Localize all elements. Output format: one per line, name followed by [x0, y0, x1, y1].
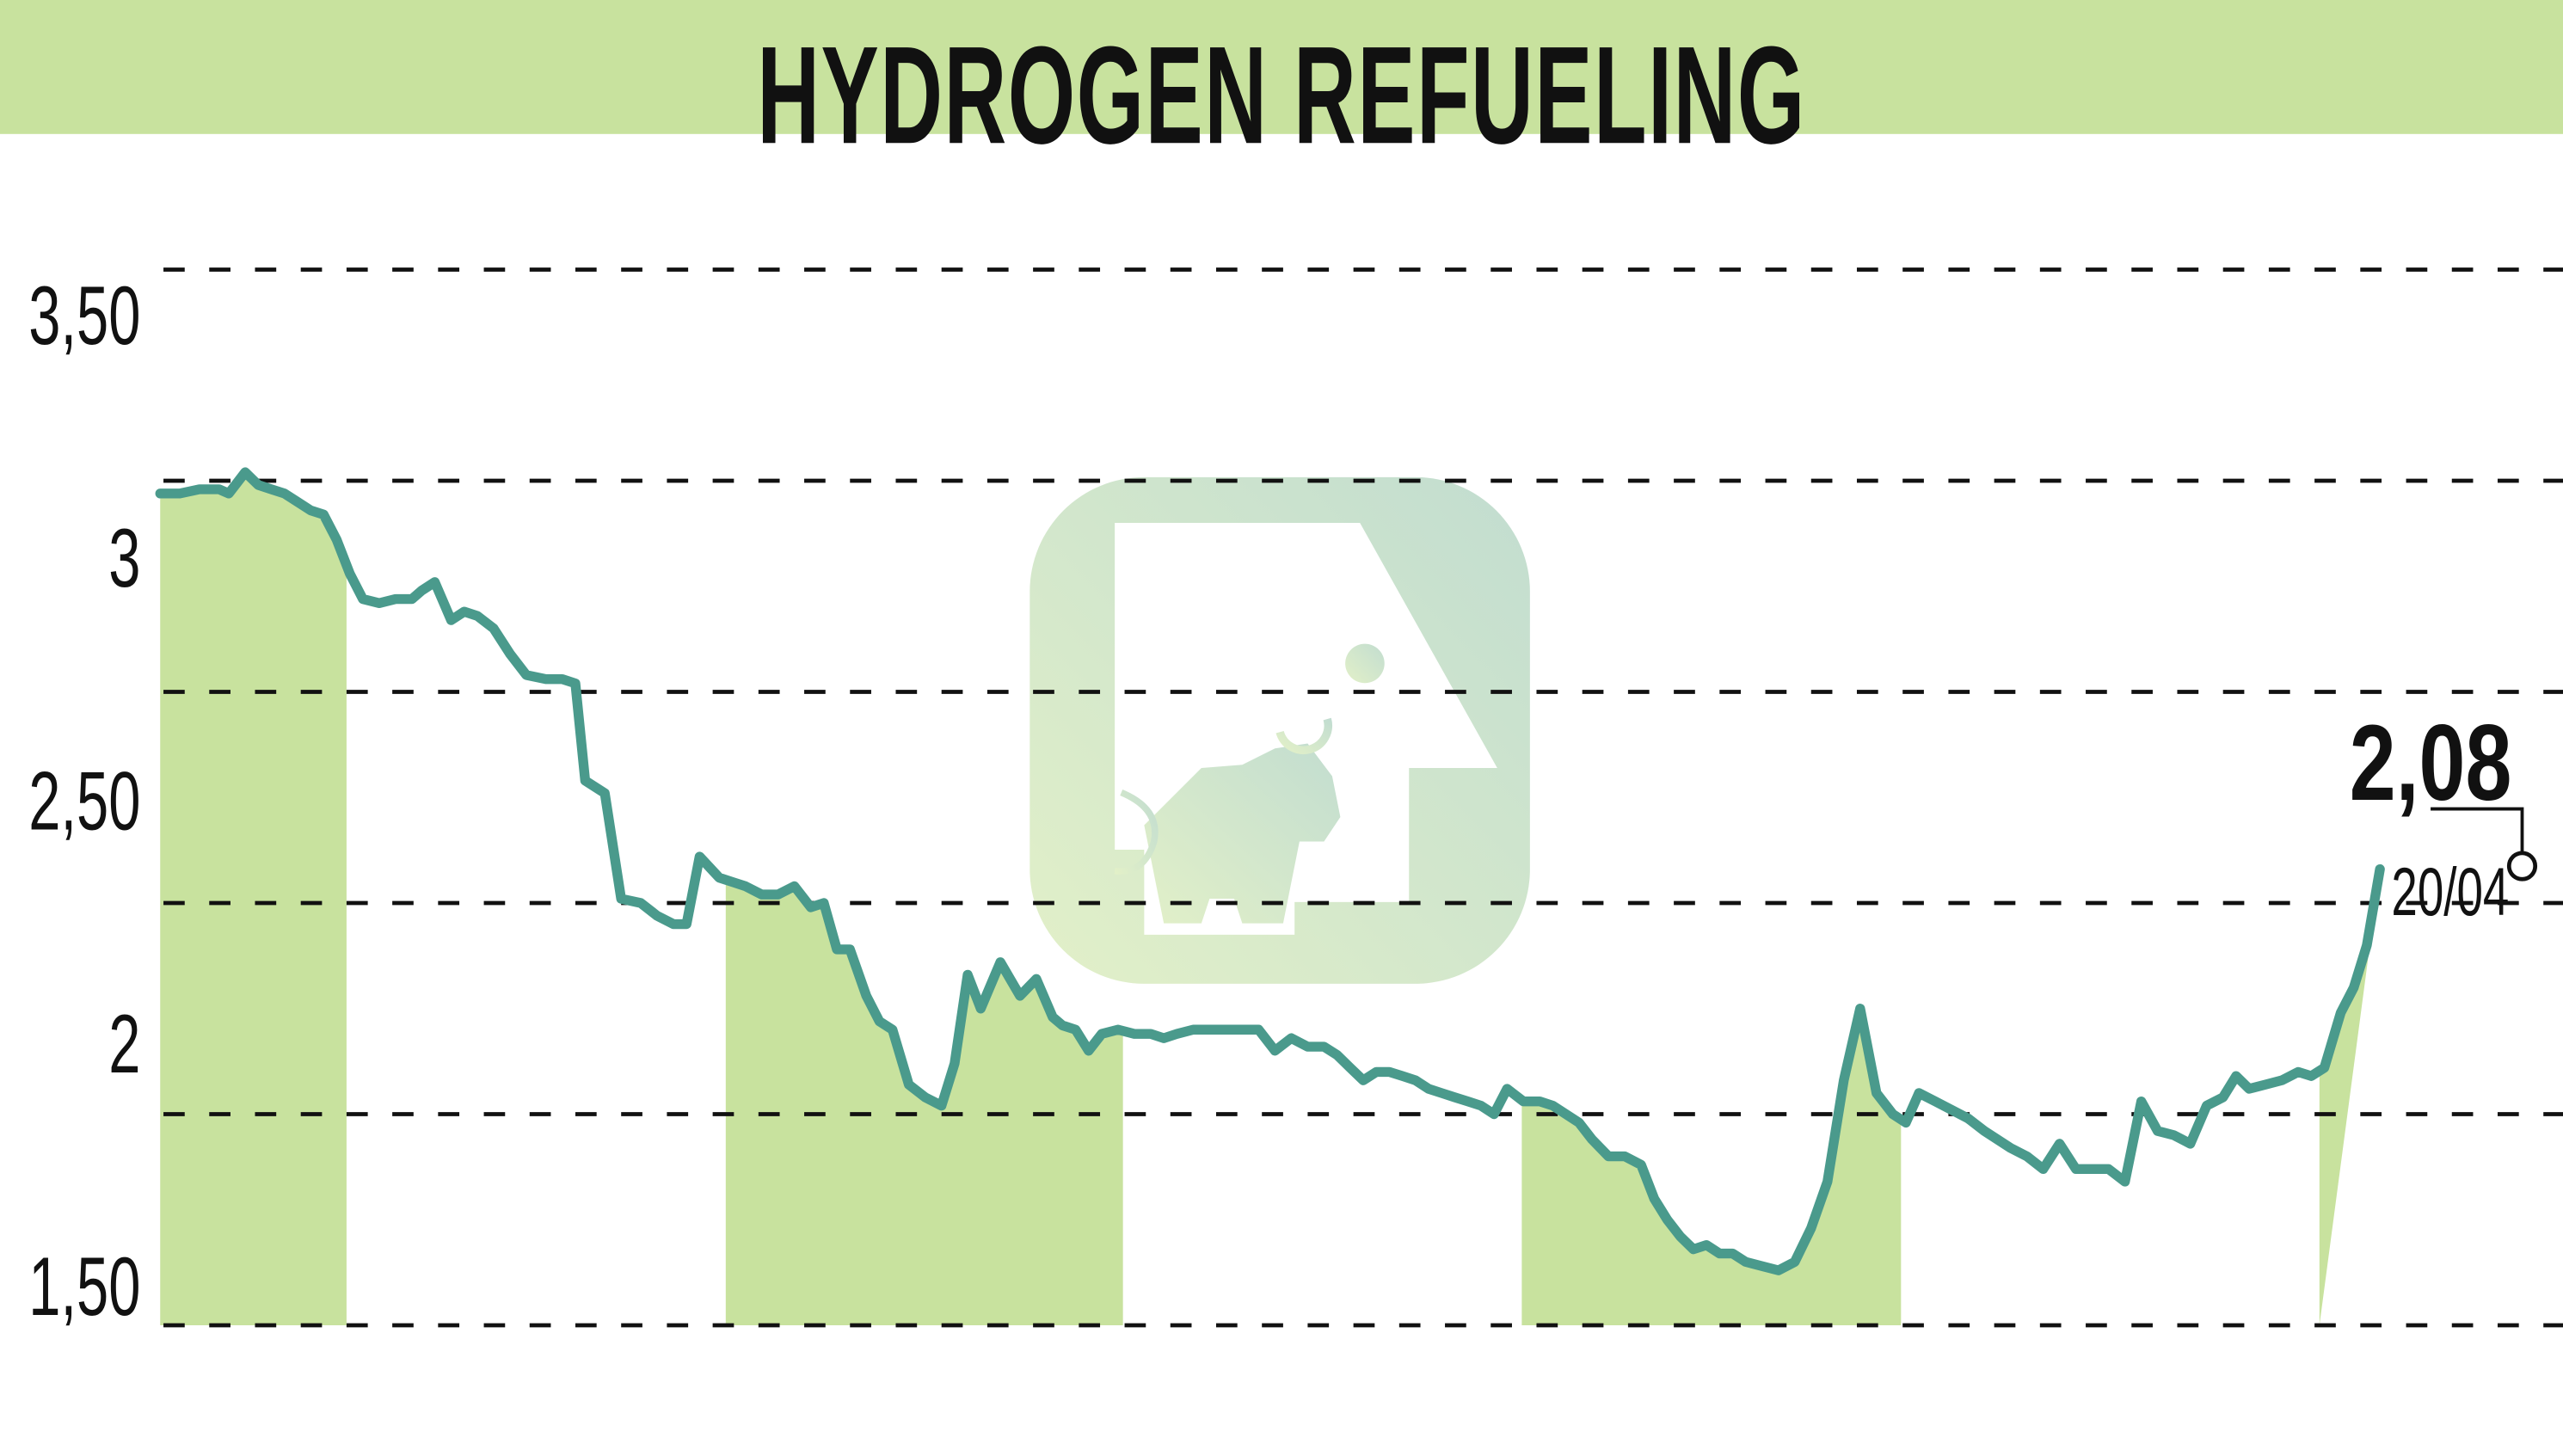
- y-tick-label: 3,50: [28, 269, 140, 362]
- y-tick-label: 1,50: [28, 1240, 140, 1333]
- month-band: [1521, 1008, 1902, 1325]
- last-value-label: 2,08: [2350, 703, 2512, 823]
- annotation-leader-line: [2431, 807, 2524, 851]
- chart-title: HYDROGEN REFUELING: [757, 17, 1805, 173]
- header-band: [0, 0, 2563, 134]
- y-tick-label: 2: [108, 998, 140, 1090]
- last-point-marker: [2506, 851, 2538, 882]
- y-tick-label: 3: [108, 512, 140, 605]
- month-band: [725, 880, 1123, 1325]
- price-line: [155, 467, 2385, 1275]
- y-tick-label: 2,50: [28, 754, 140, 847]
- month-band: [160, 472, 347, 1325]
- watermark-logo-icon: [1030, 476, 1530, 984]
- month-band: [2319, 869, 2381, 1325]
- last-value-annotation: 2,08 20/04: [2350, 703, 2538, 931]
- gridlines: [163, 267, 2563, 1328]
- last-date-label: 20/04: [2391, 856, 2509, 931]
